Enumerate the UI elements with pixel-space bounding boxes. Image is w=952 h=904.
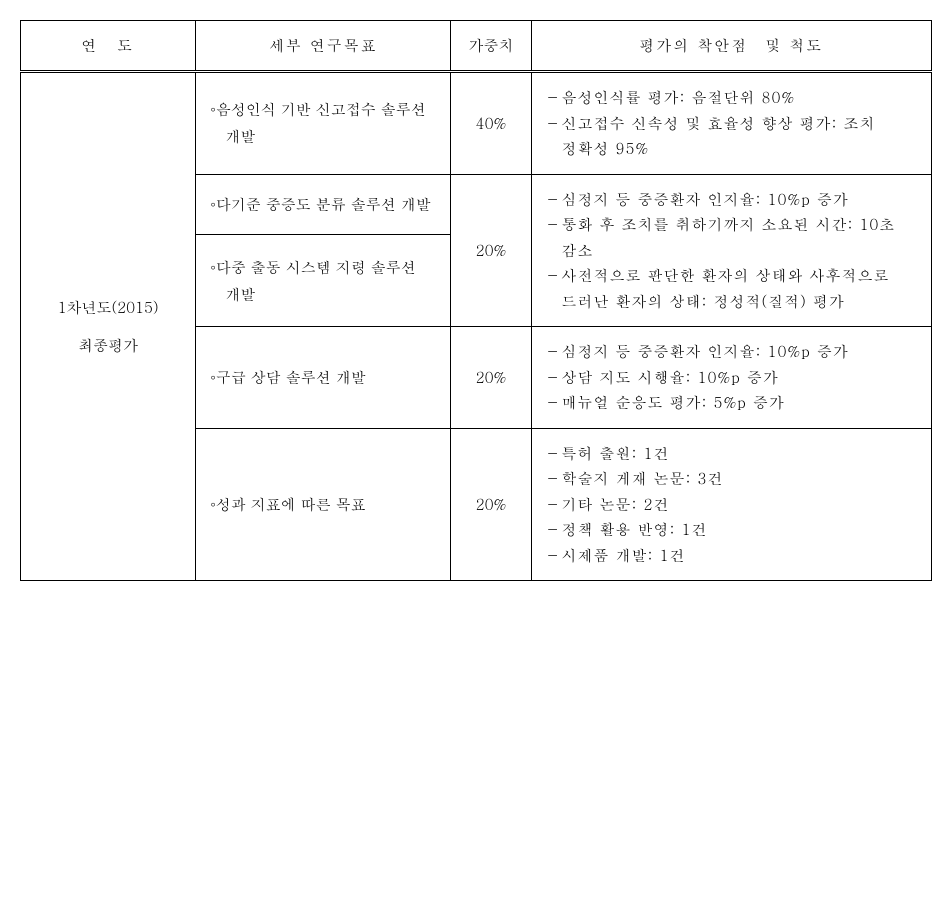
header-year: 연 도 [21, 21, 196, 72]
goal-cell: ◦구급 상담 솔루션 개발 [196, 327, 451, 429]
weight-cell: 40% [451, 72, 531, 175]
eval-item: －심정지 등 중증환자 인지율: 10%p 증가 [546, 339, 921, 365]
header-eval: 평가의 착안점 및 척도 [531, 21, 931, 72]
eval-cell: －심정지 등 중증환자 인지율: 10%p 증가 －통화 후 조치를 취하기까지… [531, 174, 931, 327]
goal-text: 구급 상담 솔루션 개발 [216, 367, 366, 388]
eval-cell: －심정지 등 중증환자 인지율: 10%p 증가 －상담 지도 시행율: 10%… [531, 327, 931, 429]
goal-cell: ◦성과 지표에 따른 목표 [196, 428, 451, 581]
eval-item: －매뉴얼 순응도 평가: 5%p 증가 [546, 390, 921, 416]
weight-cell: 20% [451, 428, 531, 581]
goal-text: 성과 지표에 따른 목표 [216, 494, 366, 515]
eval-item: －사전적으로 판단한 환자의 상태와 사후적으로 드러난 환자의 상태: 정성적… [546, 263, 921, 314]
table-row: 1차년도(2015) 최종평가 ◦음성인식 기반 신고접수 솔루션 개발 40%… [21, 72, 932, 175]
eval-cell: －특허 출원: 1건 －학술지 게재 논문: 3건 －기타 논문: 2건 －정책… [531, 428, 931, 581]
header-goal: 세부 연구목표 [196, 21, 451, 72]
goal-text: 다기준 중증도 분류 솔루션 개발 [216, 194, 431, 215]
header-weight: 가중치 [451, 21, 531, 72]
year-label-1: 1차년도(2015) [31, 289, 185, 327]
eval-item: －심정지 등 중증환자 인지율: 10%p 증가 [546, 187, 921, 213]
goal-cell: ◦음성인식 기반 신고접수 솔루션 개발 [196, 72, 451, 175]
goal-text: 다중 출동 시스템 지령 솔루션 개발 [216, 257, 416, 305]
eval-item: －신고접수 신속성 및 효율성 향상 평가: 조치 정확성 95% [546, 111, 921, 162]
year-label-2: 최종평가 [31, 327, 185, 365]
table-header-row: 연 도 세부 연구목표 가중치 평가의 착안점 및 척도 [21, 21, 932, 72]
goal-text: 음성인식 기반 신고접수 솔루션 개발 [216, 99, 426, 147]
weight-cell: 20% [451, 327, 531, 429]
eval-item: －상담 지도 시행율: 10%p 증가 [546, 365, 921, 391]
eval-cell: －음성인식률 평가: 음절단위 80% －신고접수 신속성 및 효율성 향상 평… [531, 72, 931, 175]
evaluation-table: 연 도 세부 연구목표 가중치 평가의 착안점 및 척도 1차년도(2015) … [20, 20, 932, 581]
eval-item: －기타 논문: 2건 [546, 492, 921, 518]
eval-item: －특허 출원: 1건 [546, 441, 921, 467]
eval-item: －음성인식률 평가: 음절단위 80% [546, 85, 921, 111]
eval-item: －시제품 개발: 1건 [546, 543, 921, 569]
eval-item: －정책 활용 반영: 1건 [546, 517, 921, 543]
goal-cell: ◦다기준 중증도 분류 솔루션 개발 [196, 174, 451, 235]
goal-cell: ◦다중 출동 시스템 지령 솔루션 개발 [196, 235, 451, 327]
year-cell: 1차년도(2015) 최종평가 [21, 72, 196, 581]
eval-item: －통화 후 조치를 취하기까지 소요된 시간: 10초 감소 [546, 212, 921, 263]
eval-item: －학술지 게재 논문: 3건 [546, 466, 921, 492]
weight-cell: 20% [451, 174, 531, 327]
